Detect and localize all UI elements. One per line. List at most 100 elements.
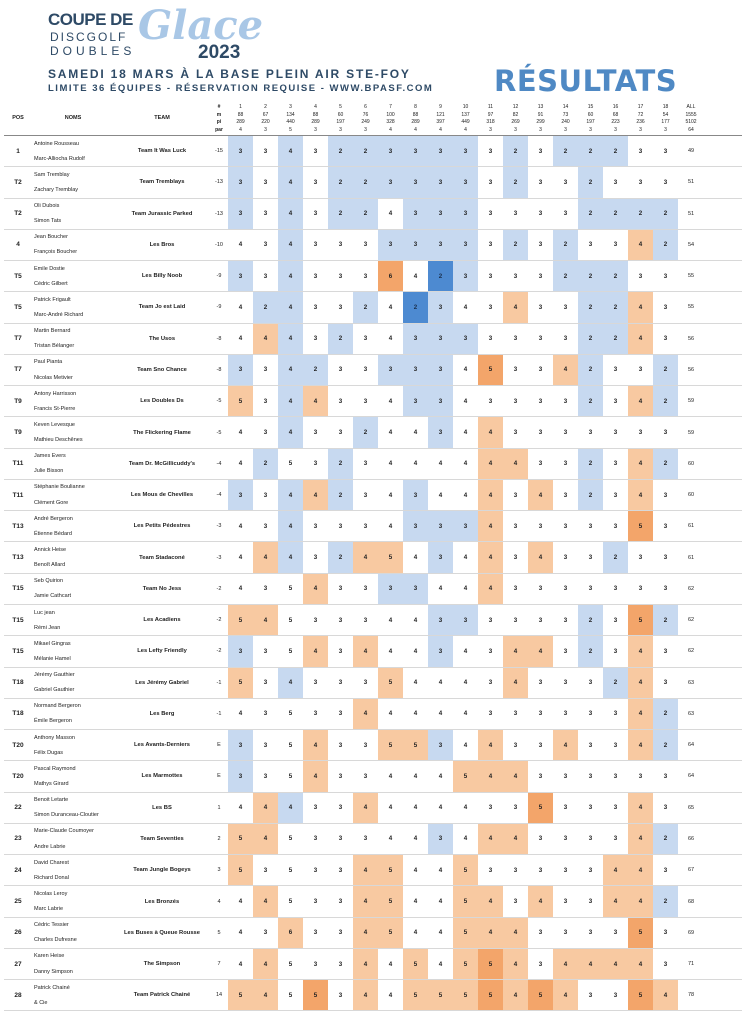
- hole-score: 3: [228, 136, 253, 167]
- total-score: 55: [687, 304, 695, 311]
- hole-score: 4: [478, 479, 503, 511]
- player-name: Marie-Claude Coumoyer: [34, 828, 94, 835]
- hole-score: 4: [353, 855, 378, 886]
- hole-score: 2: [353, 167, 378, 198]
- hole-score: 4: [253, 542, 278, 573]
- hole-info-value: 88: [312, 111, 319, 118]
- position: 28: [14, 991, 22, 999]
- hole-score: 3: [578, 917, 603, 948]
- player-names: Marie-Claude Coumoyer Andre Labrie: [32, 824, 114, 854]
- hole-score: 2: [428, 261, 453, 292]
- hole-score: 3: [503, 479, 528, 511]
- result-row: T5 Emile Dostie Cédric Gilbert Les Billy No…: [4, 261, 742, 293]
- hole-info-total: 1555: [685, 111, 697, 118]
- hole-score: 3: [303, 417, 328, 448]
- hole-score: 3: [353, 448, 378, 479]
- result-row: 24 David Charest Richard Donal Team Jungle …: [4, 855, 742, 887]
- hole-info-value: 177: [661, 119, 670, 125]
- hole-score: 4: [628, 323, 653, 354]
- player-names: Cédric Tessier Charles Dufresne: [32, 918, 114, 948]
- hole-score: 4: [353, 886, 378, 917]
- hole-info-value: 9: [439, 104, 442, 110]
- hole-info-label: #: [217, 104, 221, 110]
- hole-score: 3: [228, 167, 253, 198]
- result-row: 26 Cédric Tessier Charles Dufresne Les Buse…: [4, 917, 742, 949]
- hole-score: 3: [353, 573, 378, 604]
- hole-score: 4: [278, 136, 303, 167]
- hole-score: 5: [228, 386, 253, 417]
- hole-score: 3: [578, 542, 603, 573]
- hole-info-value: 240: [561, 119, 570, 125]
- hole-score: 3: [528, 917, 553, 948]
- player-name: Tristan Bélanger: [34, 343, 75, 350]
- hole-score: 3: [253, 667, 278, 698]
- player-name: Francis St-Pierre: [34, 405, 76, 412]
- hole-score: 2: [578, 136, 603, 167]
- hole-score: 3: [353, 511, 378, 542]
- hole-score: 3: [603, 354, 628, 386]
- hole-score: 3: [503, 323, 528, 354]
- hole-score: 3: [353, 761, 378, 792]
- hole-score: 3: [353, 479, 378, 511]
- hole-score: 2: [303, 354, 328, 386]
- hole-score: 3: [553, 761, 578, 792]
- results-title: RÉSULTATS: [494, 64, 678, 98]
- hole-score: 3: [453, 323, 478, 354]
- hole-score: 3: [653, 261, 678, 292]
- hole-score: 3: [253, 417, 278, 448]
- hole-score: 5: [278, 886, 303, 917]
- hole-score: 3: [528, 511, 553, 542]
- hole-score: 4: [528, 542, 553, 573]
- hole-score: 5: [278, 573, 303, 604]
- team-name: Les Berg: [149, 710, 175, 717]
- hole-info-value: 299: [536, 119, 545, 125]
- hole-score: 4: [378, 948, 403, 980]
- hole-score: 3: [603, 479, 628, 511]
- result-row: 25 Nicolas Leroy Marc Labrie Les Bronzés 4 4 4…: [4, 886, 742, 918]
- hole-score: 3: [303, 917, 328, 948]
- hole-score: 3: [328, 229, 353, 261]
- hole-score: 5: [453, 980, 478, 1011]
- hole-score: 3: [553, 604, 578, 636]
- hole-info-value: 4: [314, 104, 317, 110]
- hole-info-value: 3: [364, 126, 367, 133]
- hole-score: 4: [478, 417, 503, 448]
- hole-info-value: 220: [261, 119, 270, 125]
- hole-score: 3: [228, 761, 253, 792]
- hole-score: 4: [278, 323, 303, 354]
- hole-score: 3: [353, 604, 378, 636]
- player-names: Martin Bernard Tristan Bélanger: [32, 324, 114, 354]
- hole-score: 2: [653, 354, 678, 386]
- hole-score: 4: [553, 980, 578, 1011]
- hole-score: 3: [628, 167, 653, 198]
- hole-score: 3: [353, 354, 378, 386]
- result-row: T15 Seb Quirion Jamie Cathcart Team No Jess…: [4, 573, 742, 605]
- hole-score: 3: [503, 573, 528, 604]
- hole-score: 3: [628, 761, 653, 792]
- hole-score: 4: [253, 823, 278, 855]
- hole-score: 4: [503, 917, 528, 948]
- hole-score: 3: [528, 855, 553, 886]
- relative-score: 3: [217, 867, 221, 874]
- hole-score: 4: [303, 761, 328, 792]
- hole-score: 3: [653, 323, 678, 354]
- hole-score: 3: [303, 167, 328, 198]
- team-name: Team It Was Luck: [137, 148, 187, 155]
- team-name: Team Seventies: [140, 835, 184, 842]
- hole-score: 2: [403, 292, 428, 323]
- table-header: POS NOMS TEAM #1 2 3 4 5 6 7 8 9 10 11 12 13 14 15 16 17…: [4, 103, 742, 136]
- player-name: Sam Tremblay: [34, 171, 70, 178]
- hole-score: 2: [653, 198, 678, 229]
- hole-score: 4: [628, 386, 653, 417]
- total-score: 78: [687, 992, 695, 999]
- hole-score: 3: [303, 823, 328, 855]
- hole-score: 3: [403, 229, 428, 261]
- player-names: Luc jean Rémi Jean: [32, 605, 114, 635]
- hole-info-value: 14: [562, 104, 569, 110]
- hole-score: 4: [478, 886, 503, 917]
- hole-score: 4: [378, 792, 403, 823]
- result-row: T13 André Bergeron Étienne Bédard Les Petit…: [4, 511, 742, 543]
- total-score: 49: [687, 148, 695, 155]
- hole-info-value: 11: [487, 104, 494, 110]
- hole-score: 4: [228, 948, 253, 980]
